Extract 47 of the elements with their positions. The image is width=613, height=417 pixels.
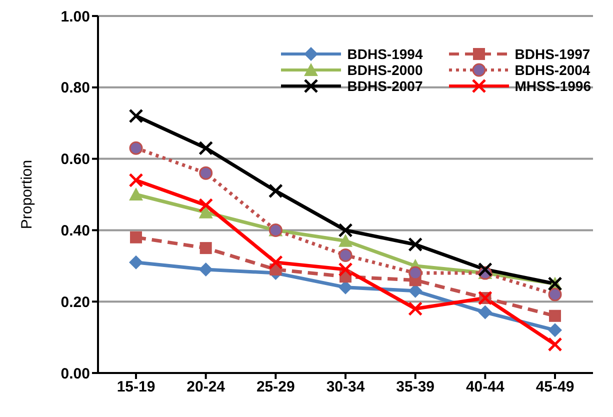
point <box>128 172 144 188</box>
point <box>549 310 561 322</box>
point <box>338 262 353 277</box>
point <box>338 248 352 262</box>
point <box>408 237 423 252</box>
point <box>338 222 353 238</box>
x-tick-label: 20-24 <box>186 378 226 396</box>
point <box>268 255 283 270</box>
y-tick-label: 1.00 <box>60 8 90 26</box>
point <box>408 301 423 316</box>
legend-label: BDHS-2004 <box>514 62 590 78</box>
point <box>198 140 214 156</box>
point <box>198 205 213 218</box>
point <box>198 198 214 212</box>
legend-label: MHSS-1996 <box>514 78 591 94</box>
legend-label: BDHS-1997 <box>514 46 590 62</box>
point <box>548 337 562 352</box>
point <box>478 305 492 320</box>
x-tick-label: 30-34 <box>326 378 366 396</box>
y-tick-label: 0.40 <box>60 222 90 240</box>
y-axis-title: Proportion <box>18 160 36 230</box>
point <box>198 262 213 276</box>
point <box>548 288 562 302</box>
legend-label: BDHS-2007 <box>347 78 423 94</box>
x-tick-label: 40-44 <box>466 378 505 396</box>
legend-label: BDHS-1994 <box>347 46 423 62</box>
y-tick-label: 0.20 <box>60 294 90 311</box>
y-tick-label: 0.00 <box>60 365 90 382</box>
x-tick-label: 15-19 <box>116 378 156 396</box>
point <box>478 262 492 277</box>
x-tick-label: 45-49 <box>536 378 574 396</box>
legend-label: BDHS-2000 <box>347 62 423 78</box>
point <box>130 231 142 244</box>
x-tick-label: 35-39 <box>396 378 435 396</box>
point <box>129 255 143 270</box>
point <box>268 184 283 198</box>
x-tick-label: 25-29 <box>256 378 295 396</box>
point <box>129 188 143 200</box>
point <box>128 108 144 124</box>
y-tick-label: 0.60 <box>60 151 90 168</box>
point <box>548 323 562 338</box>
point <box>338 234 352 247</box>
point <box>408 266 422 280</box>
y-tick-label: 0.80 <box>60 80 90 97</box>
point <box>200 242 212 254</box>
point <box>129 141 143 155</box>
point <box>199 166 213 180</box>
